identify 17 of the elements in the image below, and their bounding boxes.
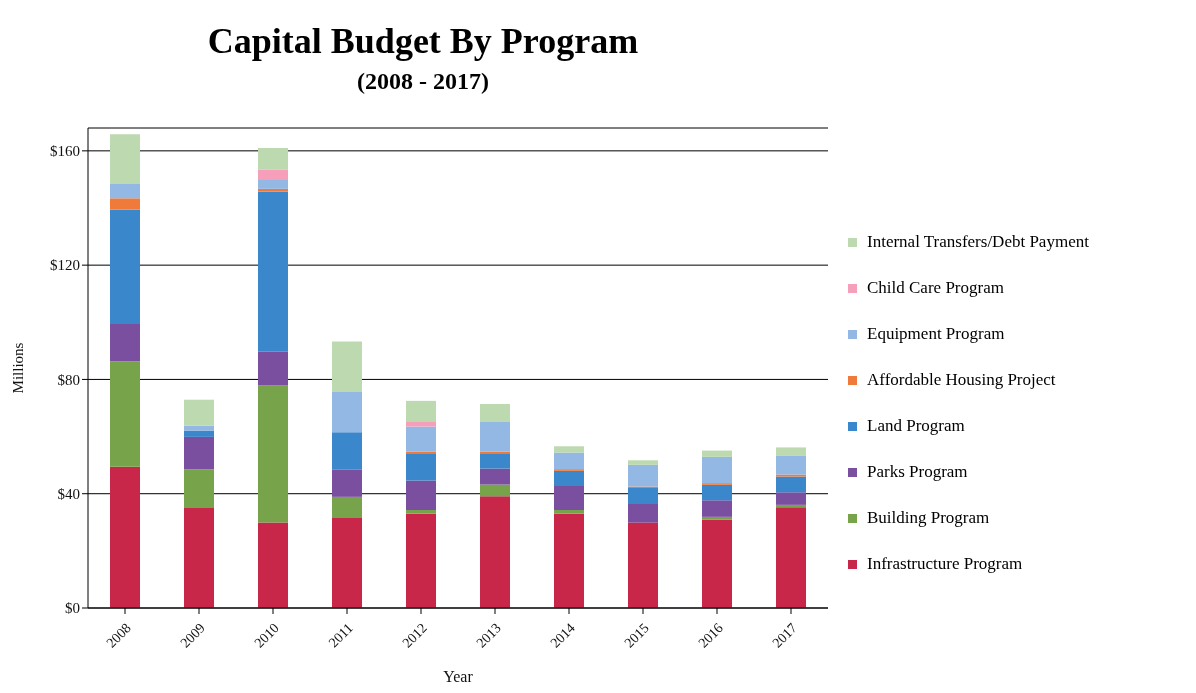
x-axis-title: Year [443,668,474,685]
chart-title: Capital Budget By Program [206,20,640,62]
y-tick-label: $80 [57,371,80,388]
y-tick-label: $0 [65,600,80,617]
legend-label: Affordable Housing Project [867,370,1056,390]
y-tick-label: $120 [50,257,80,274]
legend-label: Land Program [867,416,965,436]
chart-subtitle: (2008 - 2017) [356,68,490,95]
y-tick-label: $40 [57,486,80,503]
legend-label: Internal Transfers/Debt Payment [867,232,1089,252]
legend-label: Infrastructure Program [867,554,1023,574]
legend-label: Child Care Program [867,278,1004,298]
legend-label: Building Program [867,508,990,528]
y-tick-label: $160 [50,143,80,160]
legend-label: Parks Program [867,462,968,482]
y-axis-title: Millions [10,342,27,394]
legend-label: Equipment Program [867,324,1005,344]
